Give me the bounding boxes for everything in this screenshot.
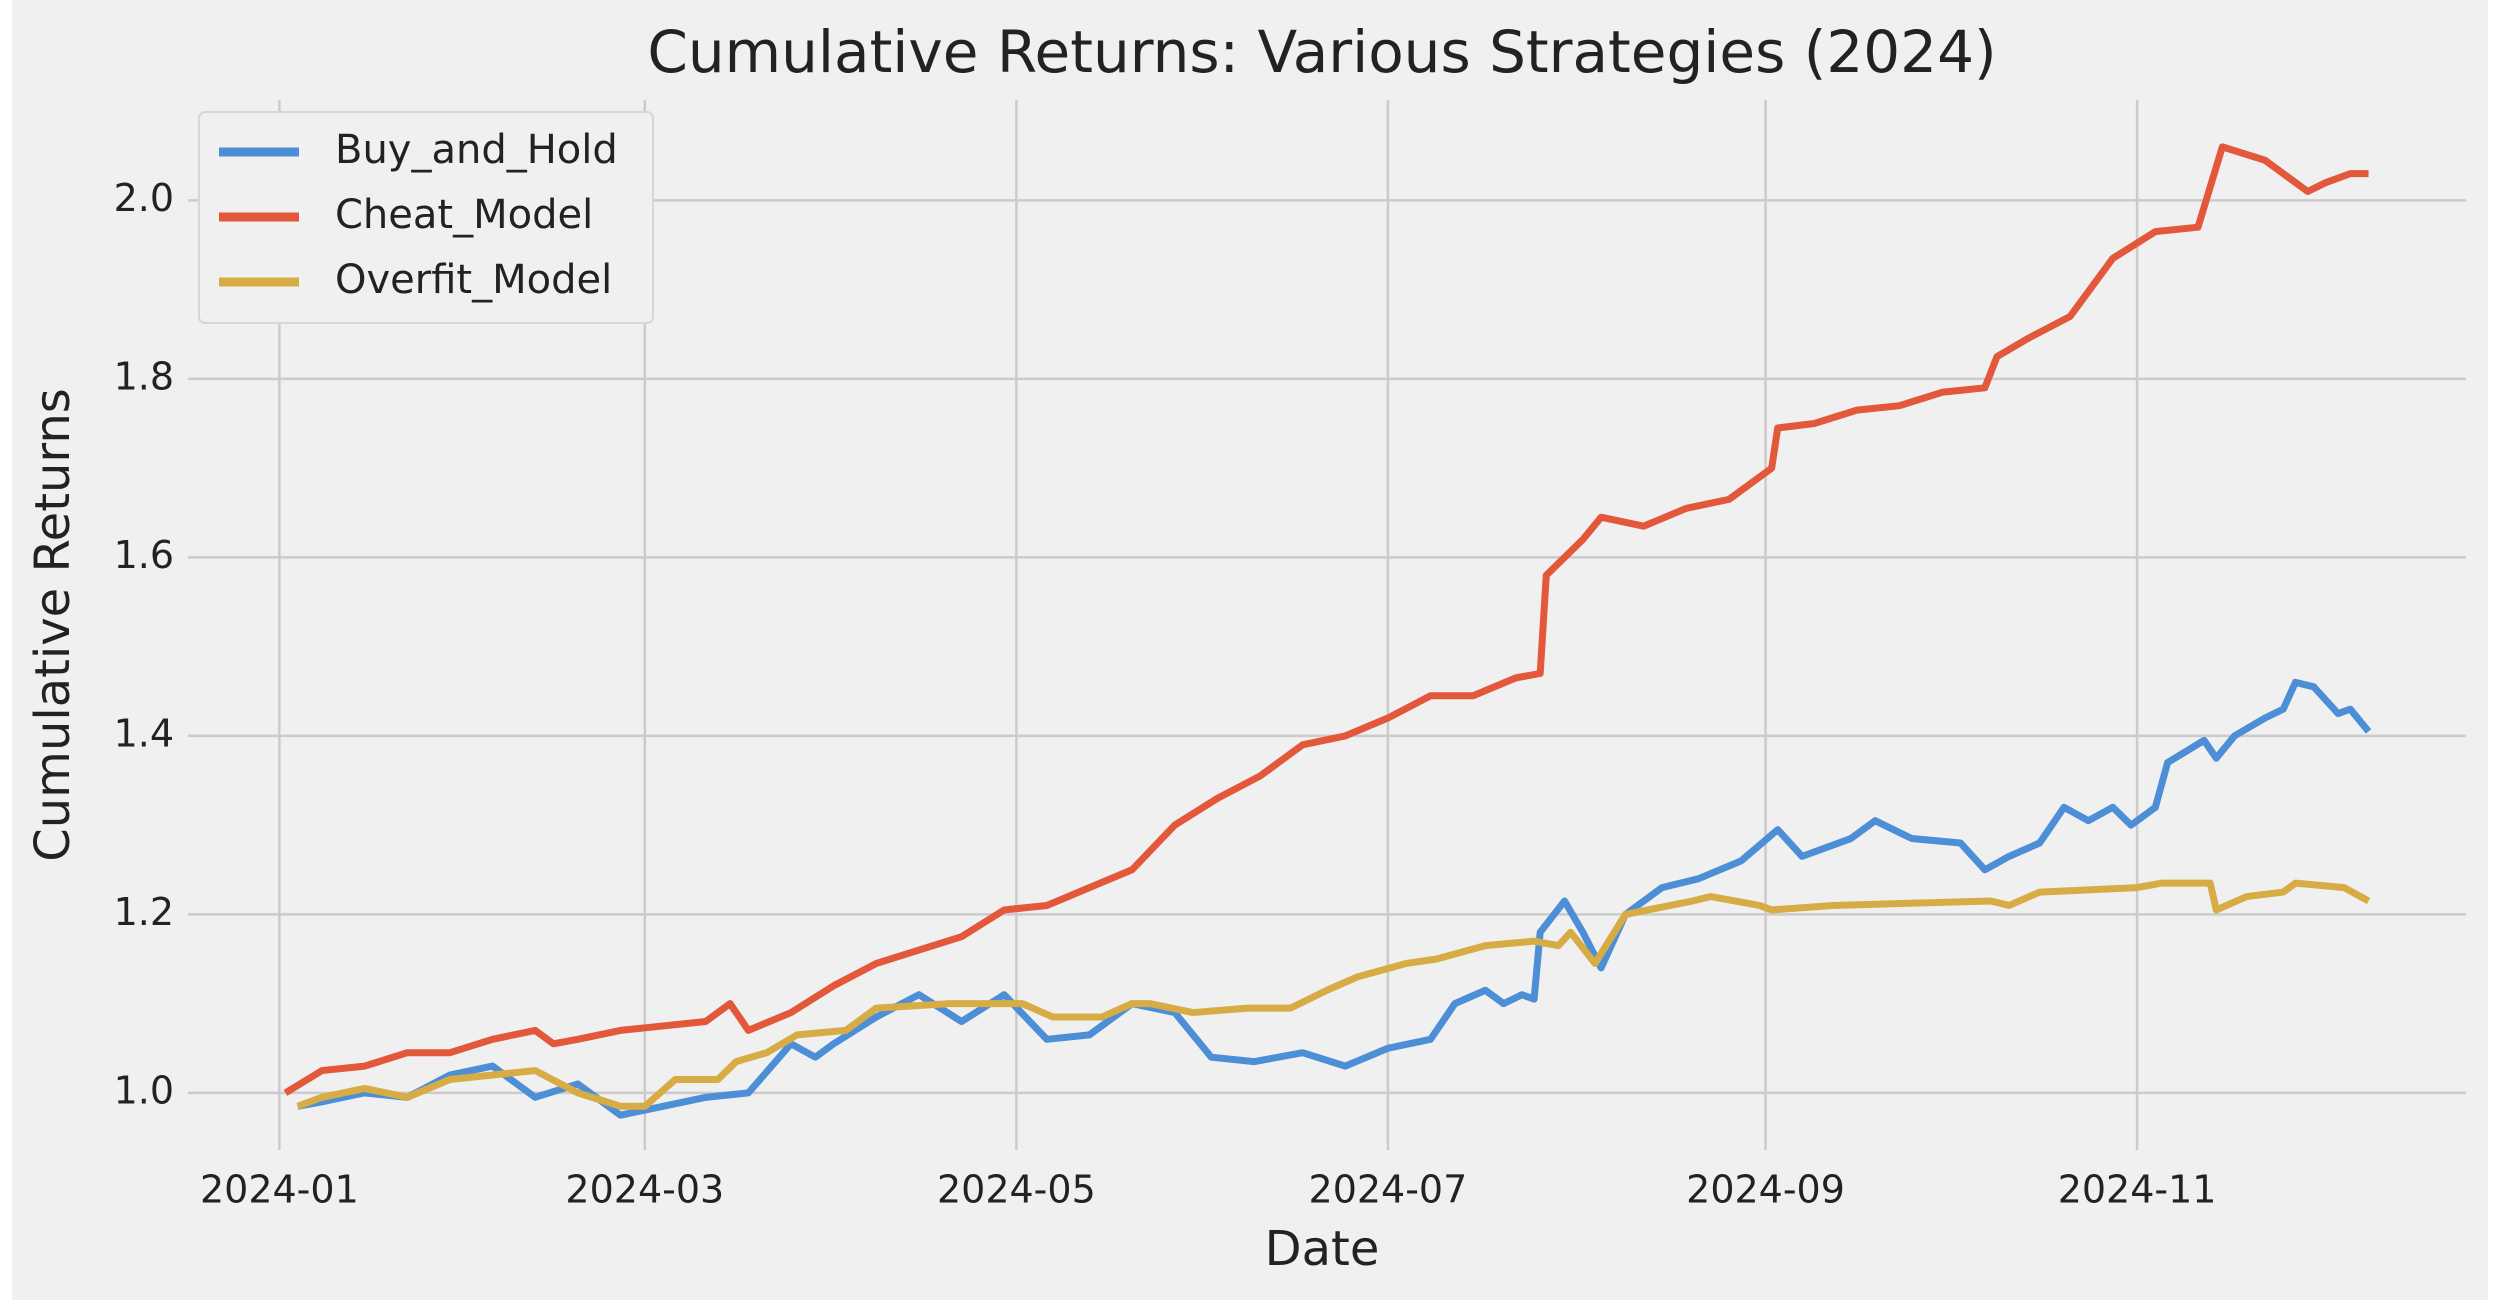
y-tick-label: 1.4 bbox=[114, 711, 174, 755]
legend: Buy_and_Hold Cheat_Model Overfit_Model bbox=[198, 111, 654, 324]
legend-box bbox=[198, 111, 654, 324]
legend-label: Cheat_Model bbox=[335, 192, 593, 238]
x-axis-label: Date bbox=[1265, 1221, 1380, 1277]
x-tick-label: 2024-11 bbox=[2058, 1168, 2217, 1212]
line-layer bbox=[283, 143, 2372, 1119]
x-tick-label: 2024-01 bbox=[200, 1168, 359, 1212]
y-tick-label: 1.6 bbox=[114, 533, 174, 577]
y-axis-label: Cumulative Returns bbox=[25, 388, 81, 862]
series-line bbox=[296, 879, 2371, 1110]
y-tick-label: 1.2 bbox=[114, 890, 174, 934]
legend-label: Overfit_Model bbox=[335, 257, 612, 303]
y-tick-label: 1.0 bbox=[114, 1068, 174, 1112]
y-tick-label: 2.0 bbox=[114, 176, 174, 220]
chart-title: Cumulative Returns: Various Strategies (… bbox=[647, 18, 1996, 86]
x-tick-label: 2024-09 bbox=[1686, 1168, 1845, 1212]
series-line bbox=[283, 143, 2369, 1096]
y-tick-label: 1.8 bbox=[114, 354, 174, 398]
series-line bbox=[297, 678, 2372, 1119]
x-tick-label: 2024-07 bbox=[1309, 1168, 1468, 1212]
x-tick-label: 2024-05 bbox=[937, 1168, 1096, 1212]
x-tick-label: 2024-03 bbox=[565, 1168, 724, 1212]
grid-layer bbox=[188, 100, 2466, 1150]
legend-label: Buy_and_Hold bbox=[335, 127, 618, 173]
